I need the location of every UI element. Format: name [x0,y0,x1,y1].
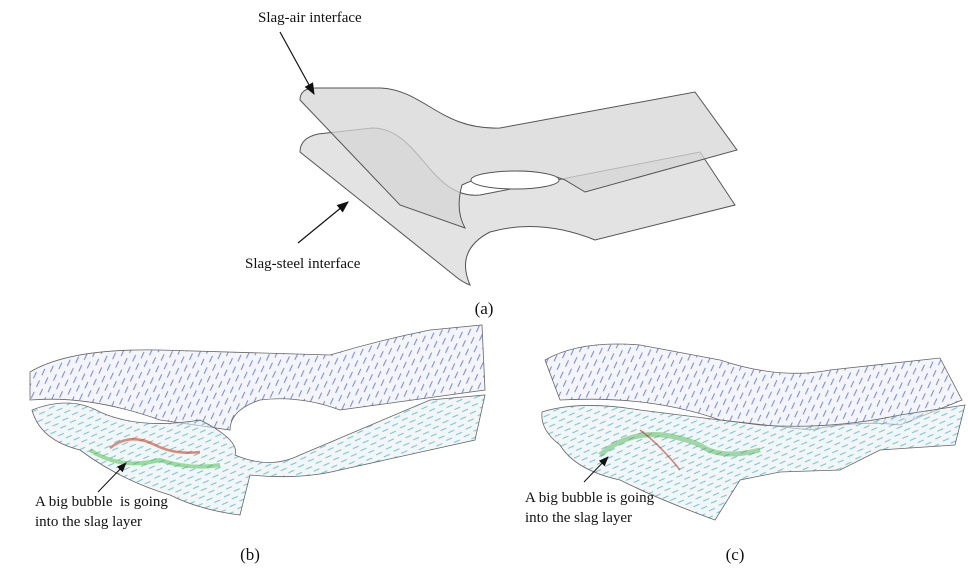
slag-steel-label: Slag-steel interface [245,256,361,272]
bubble-label: into the slag layer [35,514,142,530]
bubble-label: A big bubble is going [525,490,655,506]
panel-b: A big bubble is going into the slag laye… [30,325,485,564]
hole [471,171,559,189]
bubble-label: into the slag layer [525,510,632,526]
panel-c: A big bubble is going into the slag laye… [525,344,965,564]
arrow [280,32,314,94]
bubble-label: A big bubble is going [35,494,168,510]
panel-label: (c) [726,545,745,564]
slag-air-label: Slag-air interface [258,10,362,26]
panel-a: Slag-air interface Slag-steel interface … [245,10,737,318]
arrow [298,202,348,243]
panel-label: (b) [240,545,260,564]
panel-label: (a) [475,299,494,318]
figure: Slag-air interface Slag-steel interface … [0,0,968,572]
